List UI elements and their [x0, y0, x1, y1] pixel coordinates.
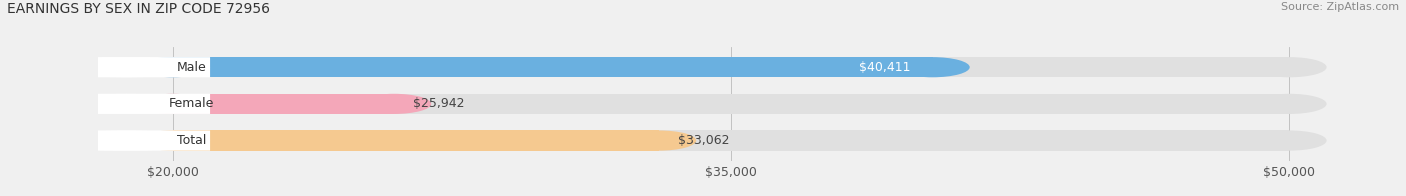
Ellipse shape [42, 57, 209, 77]
FancyBboxPatch shape [42, 57, 209, 77]
Text: EARNINGS BY SEX IN ZIP CODE 72956: EARNINGS BY SEX IN ZIP CODE 72956 [7, 2, 270, 16]
Ellipse shape [135, 131, 209, 151]
Bar [173, 131, 659, 151]
Ellipse shape [1253, 94, 1327, 114]
Ellipse shape [621, 131, 696, 151]
Text: $40,411: $40,411 [859, 61, 910, 74]
Ellipse shape [357, 94, 432, 114]
Text: $25,942: $25,942 [412, 97, 464, 110]
Ellipse shape [1253, 131, 1327, 151]
Ellipse shape [1253, 57, 1327, 77]
Ellipse shape [135, 131, 209, 151]
Bar [173, 131, 1289, 151]
Bar [173, 94, 394, 114]
Ellipse shape [42, 94, 209, 114]
Text: Source: ZipAtlas.com: Source: ZipAtlas.com [1281, 2, 1399, 12]
Text: Female: Female [169, 97, 214, 110]
Ellipse shape [42, 131, 209, 151]
Bar [173, 94, 1289, 114]
Ellipse shape [135, 94, 209, 114]
Ellipse shape [135, 94, 209, 114]
Text: Male: Male [177, 61, 207, 74]
Ellipse shape [896, 57, 970, 77]
FancyBboxPatch shape [42, 131, 209, 151]
FancyBboxPatch shape [42, 94, 209, 114]
Text: $33,062: $33,062 [678, 134, 730, 147]
Ellipse shape [135, 57, 209, 77]
Ellipse shape [135, 57, 209, 77]
Text: Total: Total [177, 134, 207, 147]
Bar [173, 57, 1289, 77]
Bar [173, 57, 932, 77]
